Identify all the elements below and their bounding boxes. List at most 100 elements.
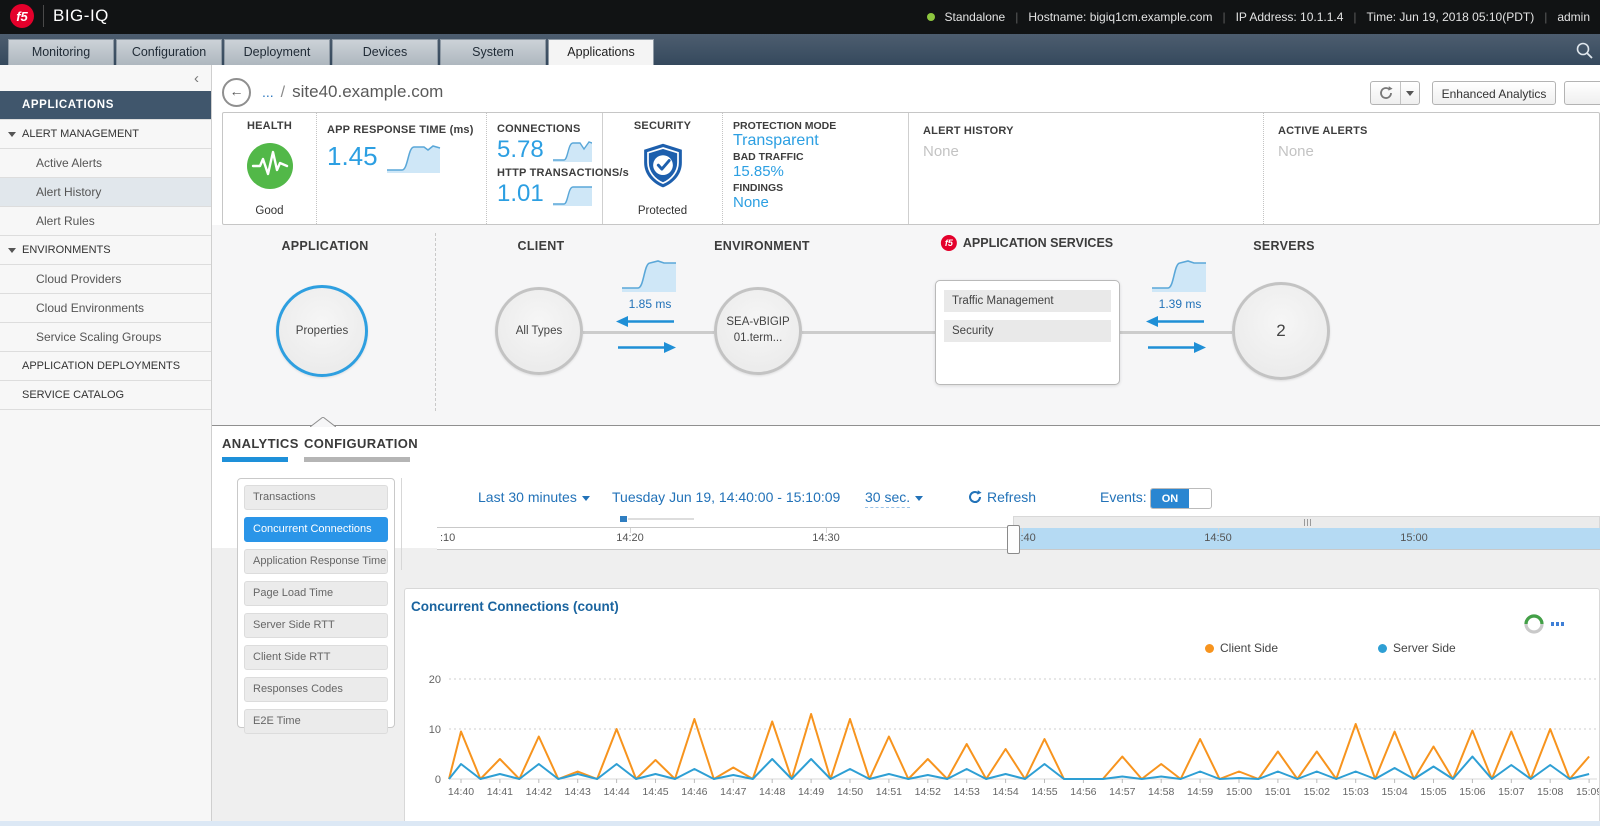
server-latency: 1.39 ms	[1158, 297, 1202, 311]
security-card[interactable]: SECURITY Protected	[603, 113, 723, 224]
metric-list-panel: Transactions Concurrent Connections Applic…	[237, 478, 395, 734]
findings-value[interactable]: None	[733, 193, 769, 211]
timeline-band[interactable]: :10 14:20 14:30 14:40 14:50 15:00	[437, 516, 1600, 554]
cutoff-button[interactable]	[1564, 81, 1600, 105]
sidebar-collapse-icon[interactable]: ‹	[194, 70, 199, 87]
metric-button-client-side-rtt[interactable]: Client Side RTT	[244, 645, 388, 670]
active-alerts-card: ACTIVE ALERTS None	[1264, 113, 1599, 224]
health-pulse-icon	[246, 143, 293, 194]
refresh-link-icon	[969, 490, 982, 503]
svg-text:14:45: 14:45	[642, 786, 668, 798]
application-properties-node[interactable]: Properties	[276, 285, 368, 377]
sidebar-item-alert-rules[interactable]: Alert Rules	[0, 207, 211, 236]
protection-mode-value[interactable]: Transparent	[733, 132, 819, 149]
refresh-options-caret-icon[interactable]	[1401, 82, 1419, 104]
sidebar-item-active-alerts[interactable]: Active Alerts	[0, 149, 211, 178]
svg-text:15:01: 15:01	[1265, 786, 1291, 798]
interval-dropdown[interactable]: 30 sec.	[865, 489, 924, 508]
svg-text:14:53: 14:53	[954, 786, 980, 798]
tab-applications[interactable]: Applications	[548, 39, 654, 65]
metric-button-server-side-rtt[interactable]: Server Side RTT	[244, 613, 388, 638]
tab-devices[interactable]: Devices	[332, 39, 438, 65]
sidebar-item-service-catalog[interactable]: SERVICE CATALOG	[0, 381, 211, 410]
sidebar-item-cloud-environments[interactable]: Cloud Environments	[0, 294, 211, 323]
alert-history-value: None	[923, 143, 959, 160]
timeline-drag-handle[interactable]	[1007, 525, 1020, 554]
health-card[interactable]: HEALTH Good	[223, 113, 317, 224]
section-divider	[212, 425, 1600, 426]
metric-button-concurrent-connections[interactable]: Concurrent Connections	[244, 517, 388, 542]
svg-text:15:00: 15:00	[1226, 786, 1252, 798]
tab-monitoring[interactable]: Monitoring	[8, 39, 114, 65]
tab-deployment[interactable]: Deployment	[224, 39, 330, 65]
tab-analytics[interactable]: ANALYTICS	[222, 436, 299, 451]
time-range-dropdown[interactable]: Last 30 minutes	[478, 489, 590, 505]
svg-text:0: 0	[435, 774, 441, 786]
app-summary-panel: HEALTH Good APP RESPONSE TIME (ms) 1.45	[222, 112, 1600, 225]
svg-text:10: 10	[429, 724, 441, 736]
metric-button-responses-codes[interactable]: Responses Codes	[244, 677, 388, 702]
timeline-tick-14-30: 14:30	[812, 532, 840, 544]
brand-divider	[43, 5, 44, 27]
top-bar: f5 BIG-IQ Standalone | Hostname: bigiq1c…	[0, 0, 1600, 34]
metric-button-page-load-time[interactable]: Page Load Time	[244, 581, 388, 606]
refresh-icon[interactable]	[1371, 82, 1401, 104]
chart-options-icon[interactable]	[1551, 622, 1565, 626]
legend-client-side[interactable]: Client Side	[1205, 641, 1278, 655]
svg-text:14:55: 14:55	[1031, 786, 1057, 798]
brush-grip-icon	[1304, 519, 1311, 526]
timeline-tick-14-20: 14:20	[616, 532, 644, 544]
timeline-selected-range[interactable]	[1013, 528, 1600, 549]
svg-text:15:09: 15:09	[1576, 786, 1599, 798]
main-content: ← ... / site40.example.com Enhanced Anal…	[212, 65, 1600, 826]
enhanced-analytics-button[interactable]: Enhanced Analytics	[1432, 81, 1556, 105]
client-arrow-left-icon	[616, 316, 674, 327]
application-label: APPLICATION	[281, 239, 369, 253]
f5-logo-icon: f5	[10, 4, 34, 28]
interval-slider-knob[interactable]	[620, 516, 627, 522]
metric-button-transactions[interactable]: Transactions	[244, 485, 388, 510]
date-range-text[interactable]: Tuesday Jun 19, 14:40:00 - 15:10:09	[612, 489, 841, 505]
divider-notch-icon	[310, 417, 336, 427]
service-item-security[interactable]: Security	[944, 320, 1111, 342]
refresh-split-button[interactable]	[1370, 81, 1420, 105]
svg-text:15:04: 15:04	[1381, 786, 1407, 798]
search-icon[interactable]	[1575, 41, 1594, 60]
metric-button-e2e-time[interactable]: E2E Time	[244, 709, 388, 734]
sidebar-item-environments[interactable]: ENVIRONMENTS	[0, 236, 211, 265]
legend-server-side[interactable]: Server Side	[1378, 641, 1456, 655]
refresh-link[interactable]: Refresh	[968, 489, 1036, 505]
events-toggle[interactable]: ON	[1150, 488, 1212, 509]
sidebar-item-alert-history[interactable]: Alert History	[0, 178, 211, 207]
tab-configuration[interactable]: Configuration	[116, 39, 222, 65]
metric-button-application-response-time[interactable]: Application Response Time	[244, 549, 388, 574]
client-node[interactable]: All Types	[495, 287, 583, 375]
tab-system[interactable]: System	[440, 39, 546, 65]
servers-label: SERVERS	[1253, 239, 1315, 253]
bad-traffic-value[interactable]: 15.85%	[733, 163, 784, 181]
timeline-brush-handle[interactable]	[1013, 516, 1600, 528]
svg-text:15:06: 15:06	[1459, 786, 1485, 798]
tab-configuration[interactable]: CONFIGURATION	[304, 436, 419, 451]
application-services-box: Traffic Management Security	[935, 280, 1120, 385]
breadcrumb-ellipsis[interactable]: ...	[262, 84, 274, 100]
interval-slider[interactable]	[620, 516, 696, 522]
status-dot-icon	[926, 13, 935, 21]
user-menu[interactable]: admin	[1557, 10, 1590, 24]
environment-node[interactable]: SEA-vBIGIP01.term...	[714, 287, 802, 375]
sidebar-item-service-scaling-groups[interactable]: Service Scaling Groups	[0, 323, 211, 352]
app-response-card[interactable]: APP RESPONSE TIME (ms) 1.45	[317, 113, 487, 224]
service-item-traffic-management[interactable]: Traffic Management	[944, 290, 1111, 312]
connections-sparkline-icon	[552, 141, 592, 162]
sidebar-item-alert-management[interactable]: ALERT MANAGEMENT	[0, 120, 211, 149]
controls-divider	[401, 478, 402, 570]
bottom-scroll-strip[interactable]	[0, 821, 1600, 826]
servers-node[interactable]: 2	[1232, 282, 1330, 380]
server-arrow-right-icon	[1148, 342, 1206, 353]
sidebar: ‹ APPLICATIONS ALERT MANAGEMENT Active Al…	[0, 65, 212, 826]
connections-card[interactable]: CONNECTIONS 5.78 HTTP TRANSACTIONS/s 1.0…	[487, 113, 629, 224]
sidebar-item-cloud-providers[interactable]: Cloud Providers	[0, 265, 211, 294]
sidebar-item-application-deployments[interactable]: APPLICATION DEPLOYMENTS	[0, 352, 211, 381]
back-button[interactable]: ←	[222, 78, 251, 107]
legend-dot-icon	[1378, 643, 1388, 653]
